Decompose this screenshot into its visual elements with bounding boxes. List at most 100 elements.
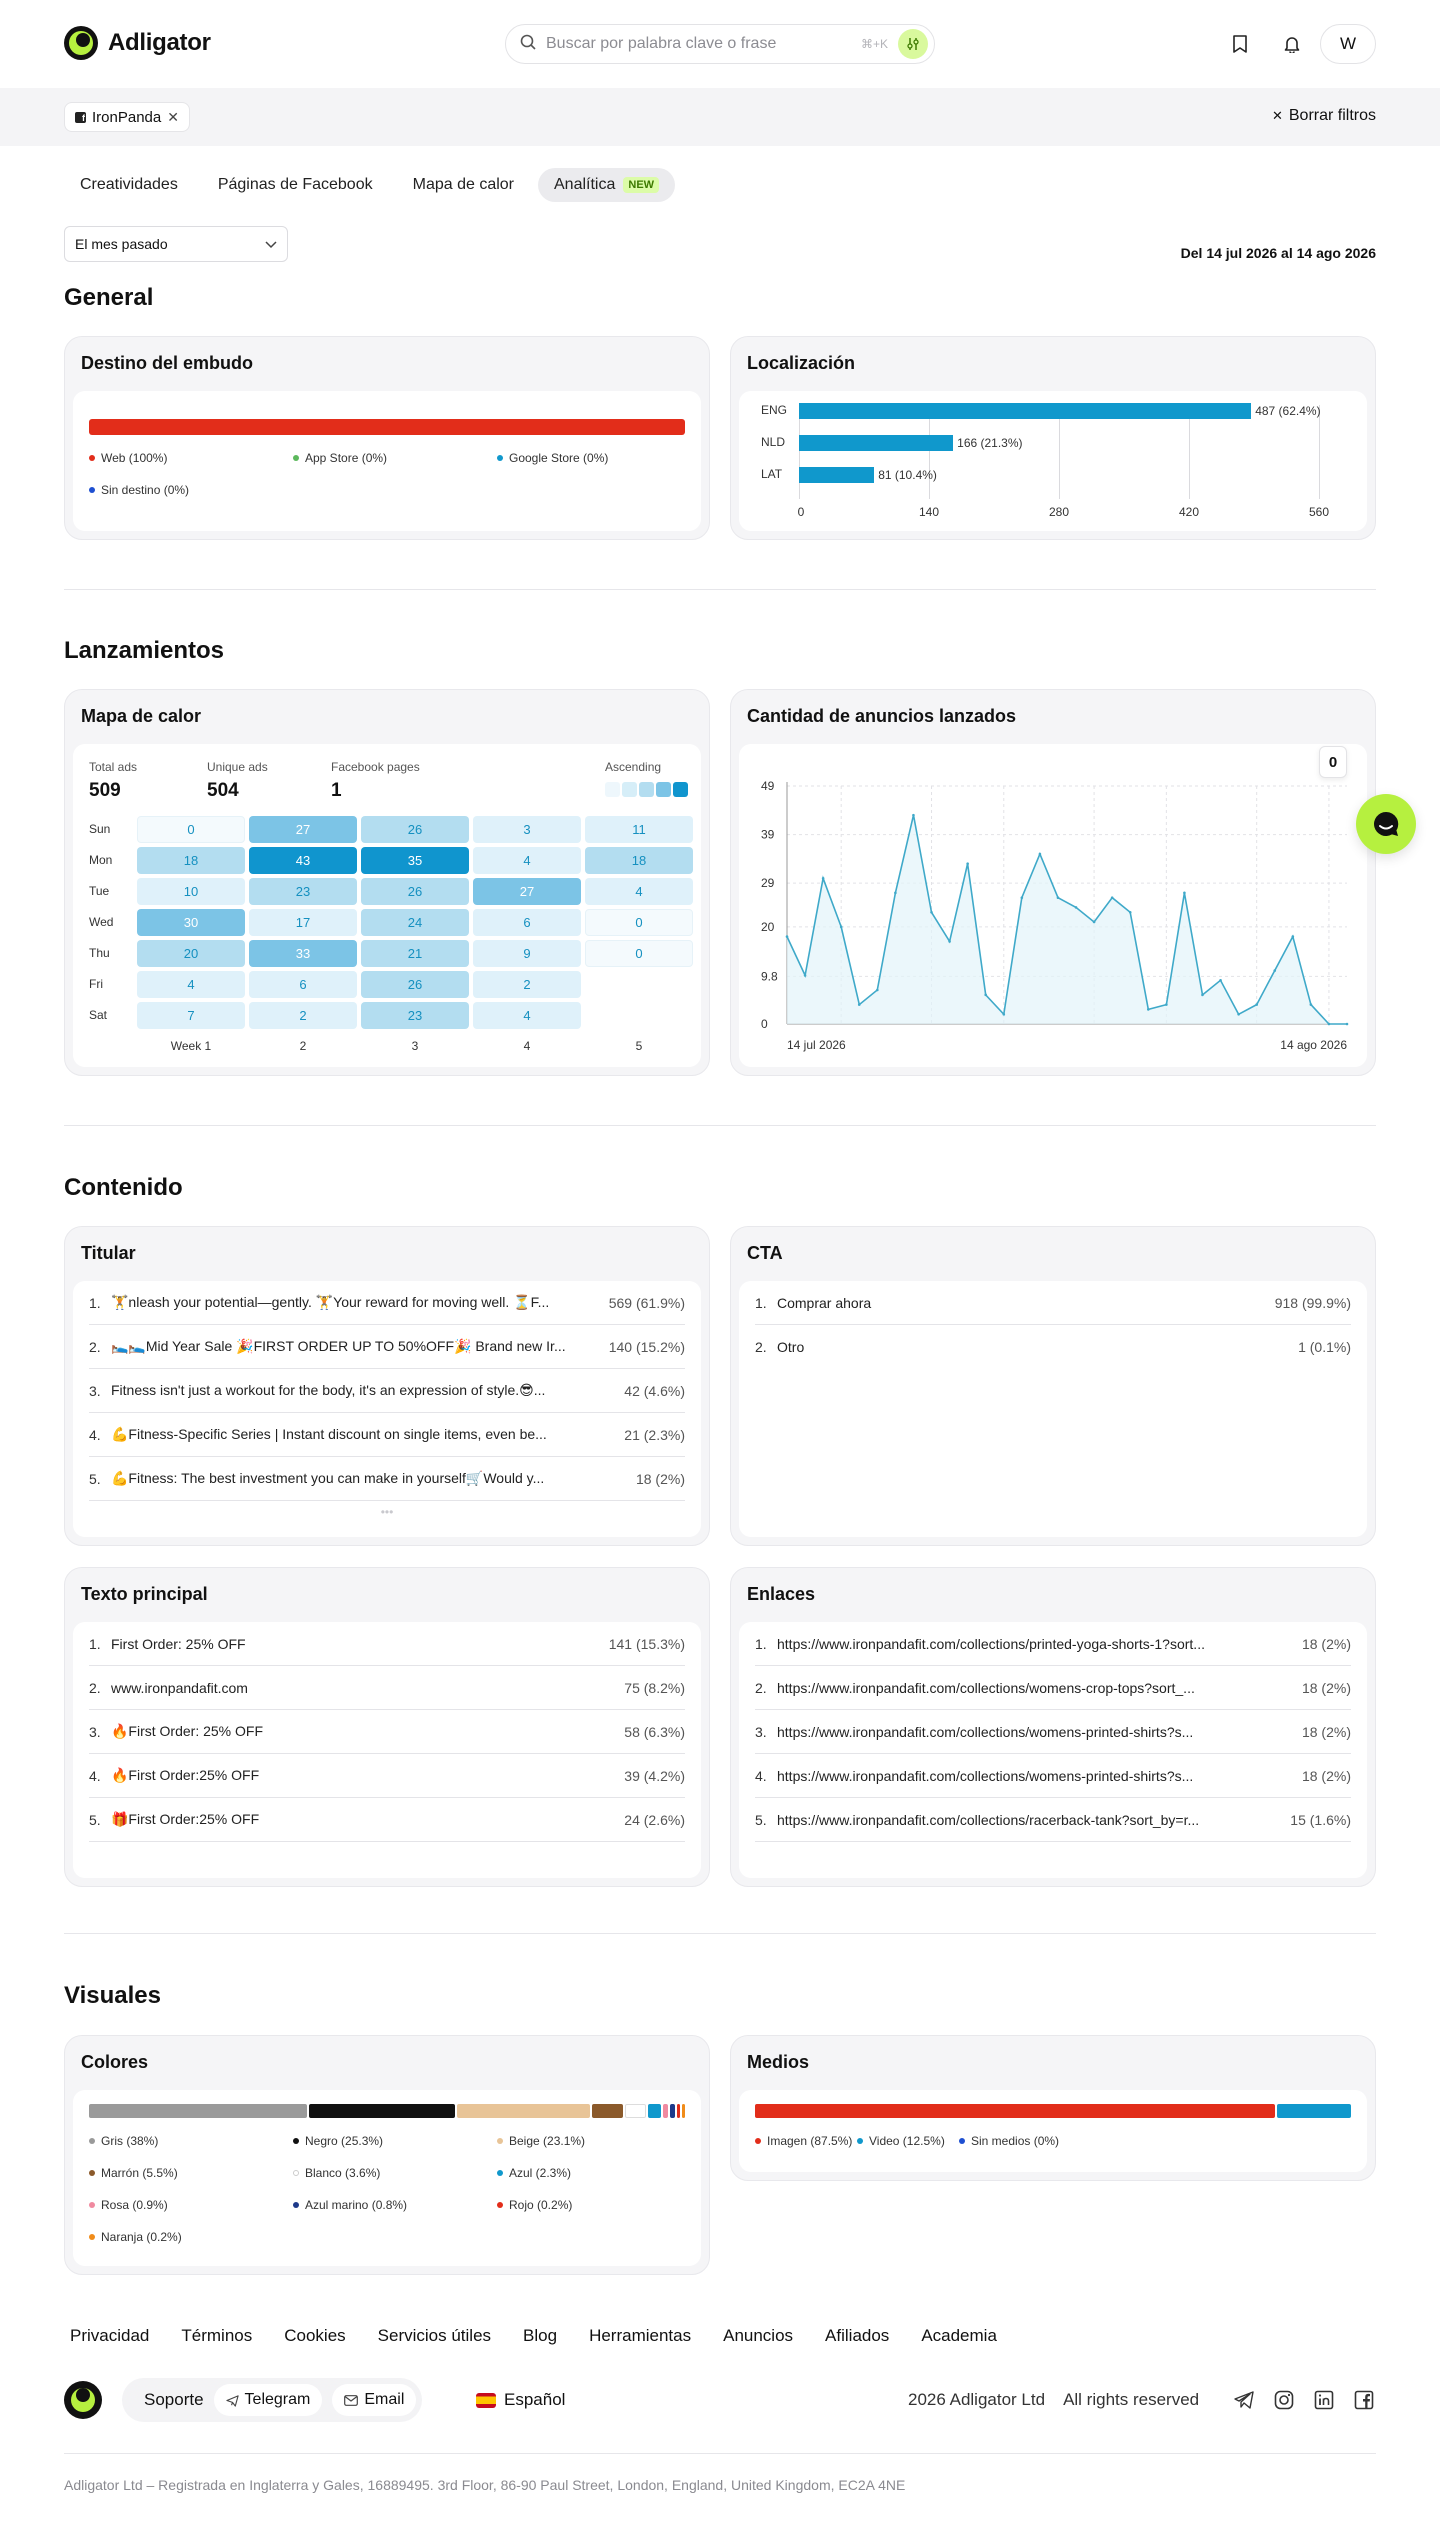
search-bar[interactable]: ⌘+K — [505, 24, 935, 64]
media-stacked-bar — [755, 2104, 1351, 2118]
heatmap-cell[interactable]: 4 — [473, 847, 581, 874]
list-item[interactable]: 2. www.ironpandafit.com 75 (8.2%) — [89, 1666, 685, 1710]
legend-dot — [497, 2202, 503, 2208]
period-selected: El mes pasado — [75, 236, 168, 252]
location-bar-eng — [799, 403, 1252, 419]
period-select[interactable]: El mes pasado — [64, 226, 288, 262]
list-item[interactable]: 1. 🏋nleash your potential—gently. 🏋Your r… — [89, 1281, 685, 1325]
location-value: 81 (10.4%) — [878, 468, 937, 482]
footer-logo-icon[interactable] — [64, 2381, 102, 2419]
heatmap-cell[interactable]: 35 — [361, 847, 469, 874]
ascending-label: Ascending — [605, 760, 662, 774]
list-item[interactable]: 4. 🔥First Order:25% OFF 39 (4.2%) — [89, 1754, 685, 1798]
top-header: Adligator ⌘+K W — [0, 0, 1440, 88]
list-item[interactable]: 5. https://www.ironpandafit.com/collectio… — [755, 1798, 1351, 1842]
heatmap-cell[interactable]: 11 — [585, 816, 693, 843]
heatmap-cell[interactable]: 0 — [585, 940, 693, 967]
tab-analytics[interactable]: Analítica NEW — [538, 168, 676, 202]
bookmark-icon[interactable] — [1224, 28, 1256, 60]
legend-no-destination: Sin destino (0%) — [89, 483, 189, 497]
list-item[interactable]: 4. 💪Fitness-Specific Series | Instant dis… — [89, 1413, 685, 1457]
support-label: Soporte — [144, 2390, 204, 2409]
filter-chip[interactable]: f IronPanda ✕ — [64, 102, 190, 132]
list-item[interactable]: 3. Fitness isn't just a workout for the b… — [89, 1369, 685, 1413]
heatmap-cell[interactable]: 7 — [137, 1002, 245, 1029]
heatmap-cell[interactable]: 18 — [137, 847, 245, 874]
heatmap-cell[interactable]: 26 — [361, 816, 469, 843]
heatmap-cell[interactable]: 20 — [137, 940, 245, 967]
heatmap-cell[interactable]: 18 — [585, 847, 693, 874]
list-item[interactable]: 1. Comprar ahora 918 (99.9%) — [755, 1281, 1351, 1325]
heatmap-cell[interactable]: 6 — [249, 971, 357, 998]
telegram-icon[interactable] — [1232, 2388, 1256, 2412]
heatmap-cell[interactable]: 9 — [473, 940, 581, 967]
list-item[interactable]: 3. 🔥First Order: 25% OFF 58 (6.3%) — [89, 1710, 685, 1754]
list-item[interactable]: 2. 🛌🛌Mid Year Sale 🎉FIRST ORDER UP TO 50%… — [89, 1325, 685, 1369]
heatmap-cell[interactable]: 33 — [249, 940, 357, 967]
heatmap-cell[interactable]: 23 — [361, 1002, 469, 1029]
heatmap-week-label: 3 — [411, 1039, 419, 1053]
heatmap-cell[interactable]: 17 — [249, 909, 357, 936]
footer-link-tools[interactable]: Herramientas — [589, 2326, 692, 2345]
list-item[interactable]: 3. https://www.ironpandafit.com/collectio… — [755, 1710, 1351, 1754]
heatmap-cell[interactable]: 4 — [585, 878, 693, 905]
linkedin-icon[interactable] — [1312, 2388, 1336, 2412]
heatmap-cell[interactable]: 2 — [249, 1002, 357, 1029]
close-icon[interactable]: ✕ — [167, 108, 179, 125]
footer-link-privacy[interactable]: Privacidad — [70, 2326, 150, 2345]
heatmap-cell[interactable]: 27 — [249, 816, 357, 843]
heatmap-cell[interactable]: 4 — [473, 1002, 581, 1029]
heatmap-cell[interactable]: 30 — [137, 909, 245, 936]
email-button[interactable]: Email — [332, 2384, 417, 2416]
clear-filters-button[interactable]: ✕ Borrar filtros — [1271, 107, 1376, 124]
instagram-icon[interactable] — [1272, 2388, 1296, 2412]
telegram-button[interactable]: Telegram — [213, 2384, 323, 2416]
search-input[interactable] — [546, 35, 851, 53]
heatmap-cell[interactable]: 23 — [249, 878, 357, 905]
cta-title: CTA — [747, 1243, 783, 1263]
new-badge: NEW — [623, 177, 660, 193]
heatmap-cell[interactable]: 26 — [361, 878, 469, 905]
list-item[interactable]: 5. 🎁First Order:25% OFF 24 (2.6%) — [89, 1798, 685, 1842]
tab-creatives[interactable]: Creatividades — [80, 176, 178, 193]
footer-link-services[interactable]: Servicios útiles — [377, 2326, 492, 2345]
chat-button[interactable] — [1356, 794, 1416, 854]
tab-facebook-pages[interactable]: Páginas de Facebook — [217, 176, 373, 193]
list-item[interactable]: 4. https://www.ironpandafit.com/collectio… — [755, 1754, 1351, 1798]
footer-link-terms[interactable]: Términos — [181, 2326, 253, 2345]
footer-link-cookies[interactable]: Cookies — [284, 2326, 346, 2345]
list-item[interactable]: 1. https://www.ironpandafit.com/collectio… — [755, 1622, 1351, 1666]
list-item[interactable]: 5. 💪Fitness: The best investment you can … — [89, 1457, 685, 1501]
location-value: 166 (21.3%) — [957, 436, 1023, 450]
tab-heatmap[interactable]: Mapa de calor — [412, 176, 514, 193]
heatmap-cell[interactable]: 43 — [249, 847, 357, 874]
heatmap-cell[interactable]: 2 — [473, 971, 581, 998]
legend-item: Negro (25.3%) — [293, 2134, 383, 2148]
language-selector[interactable]: Español — [476, 2390, 565, 2410]
list-item[interactable]: 2. Otro 1 (0.1%) — [755, 1339, 1351, 1355]
heatmap-cell[interactable]: 0 — [137, 816, 245, 843]
legend-dot — [857, 2138, 863, 2144]
footer-link-blog[interactable]: Blog — [523, 2326, 558, 2345]
heatmap-cell[interactable]: 24 — [361, 909, 469, 936]
heatmap-cell[interactable]: 6 — [473, 909, 581, 936]
heatmap-cell[interactable]: 10 — [137, 878, 245, 905]
search-filters-button[interactable] — [898, 29, 928, 59]
heatmap-cell[interactable]: 4 — [137, 971, 245, 998]
bell-icon[interactable] — [1276, 28, 1308, 60]
heatmap-cell[interactable]: 26 — [361, 971, 469, 998]
footer-link-ads[interactable]: Anuncios — [723, 2326, 794, 2345]
heatmap-cell[interactable]: 0 — [585, 909, 693, 936]
heatmap-day-label: Sat — [89, 1008, 108, 1022]
heatmap-cell[interactable]: 3 — [473, 816, 581, 843]
logo[interactable]: Adligator — [64, 26, 211, 60]
list-item[interactable]: 2. https://www.ironpandafit.com/collectio… — [755, 1666, 1351, 1710]
heatmap-cell[interactable]: 21 — [361, 940, 469, 967]
heatmap-cell[interactable]: 27 — [473, 878, 581, 905]
list-item[interactable]: 1. First Order: 25% OFF 141 (15.3%) — [89, 1622, 685, 1666]
footer-link-academy[interactable]: Academia — [921, 2326, 997, 2345]
footer-link-affiliates[interactable]: Afiliados — [825, 2326, 890, 2345]
facebook-icon[interactable] — [1352, 2388, 1376, 2412]
avatar[interactable]: W — [1320, 24, 1376, 64]
legend-dot — [755, 2138, 761, 2144]
